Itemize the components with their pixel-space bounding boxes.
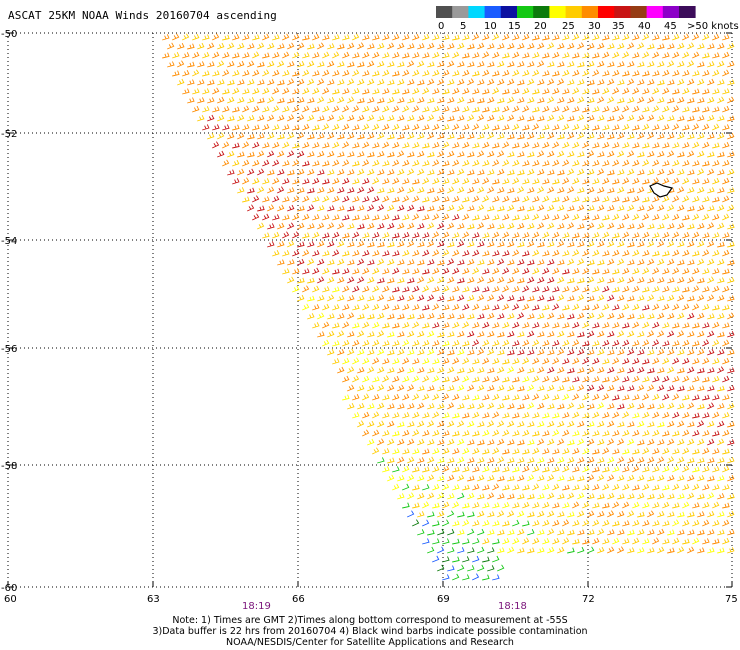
- legend-label: 0: [438, 21, 444, 32]
- longitude-label: 63: [147, 594, 160, 605]
- longitude-label: 66: [292, 594, 305, 605]
- longitude-label: 75: [725, 594, 738, 605]
- wind-barb-group: [172, 33, 735, 554]
- legend-swatch: [581, 6, 599, 18]
- longitude-label: 69: [437, 594, 450, 605]
- legend-label: 45: [664, 21, 677, 32]
- map-frame: [7, 32, 733, 588]
- kerguelen-island-outline: [649, 182, 674, 198]
- footnote-line-3: NOAA/NESDIS/Center for Satellite Applica…: [226, 637, 514, 648]
- longitude-label: 60: [4, 594, 17, 605]
- footnote-line-2: 3)Data buffer is 22 hrs from 20160704 4)…: [152, 626, 588, 637]
- pass-time-label: 18:18: [498, 601, 527, 612]
- legend-swatch: [533, 6, 550, 18]
- footnote: Note: 1) Times are GMT 2)Times along bot…: [0, 615, 740, 648]
- legend-swatch: [452, 6, 469, 18]
- longitude-label: 72: [582, 594, 595, 605]
- legend-label: 40: [638, 21, 651, 32]
- legend-swatch: [517, 6, 534, 18]
- wind-speed-legend: 0 5 10 15 20 25 30 35 40 45 >50 knots: [436, 6, 739, 32]
- legend-label: 25: [562, 21, 575, 32]
- legend-label: 15: [508, 21, 521, 32]
- legend-label: 20: [534, 21, 547, 32]
- pass-time-label: 18:19: [242, 601, 271, 612]
- legend-label: 30: [588, 21, 601, 32]
- latitude-label: -60: [1, 583, 17, 594]
- footnote-line-1: Note: 1) Times are GMT 2)Times along bot…: [172, 615, 568, 626]
- legend-swatch: [549, 6, 566, 18]
- latitude-label: -56: [1, 344, 17, 355]
- map-title: ASCAT 25KM NOAA Winds 20160704 ascending: [8, 9, 277, 22]
- legend-label: 5: [460, 21, 466, 32]
- wind-barb-group: [407, 510, 500, 581]
- wind-barb-group: [412, 519, 495, 572]
- legend-swatch: [630, 6, 647, 18]
- legend-swatch: [614, 6, 631, 18]
- wind-barbs: [162, 33, 735, 581]
- latitude-label: -52: [1, 129, 17, 140]
- latitude-label: -50: [1, 29, 17, 40]
- legend-swatch: [646, 6, 664, 18]
- legend-swatch: [436, 6, 453, 18]
- legend-swatch: [500, 6, 518, 18]
- legend-swatch: [484, 6, 502, 18]
- legend-label: 10: [484, 21, 497, 32]
- legend-swatch: [662, 6, 680, 18]
- island-outline: [649, 182, 674, 198]
- legend-label: 35: [612, 21, 625, 32]
- legend-swatch: [565, 6, 583, 18]
- wind-barb-group: [377, 457, 595, 581]
- legend-label: >50 knots: [687, 21, 739, 32]
- legend-swatch: [598, 6, 615, 18]
- latitude-label: -54: [1, 236, 17, 247]
- wind-barb-group: [162, 33, 735, 554]
- legend-swatch: [468, 6, 485, 18]
- wind-barb-group: [292, 285, 725, 554]
- legend-swatch: [679, 6, 696, 18]
- latitude-label: -58: [1, 461, 17, 472]
- wind-barb-group: [202, 114, 735, 446]
